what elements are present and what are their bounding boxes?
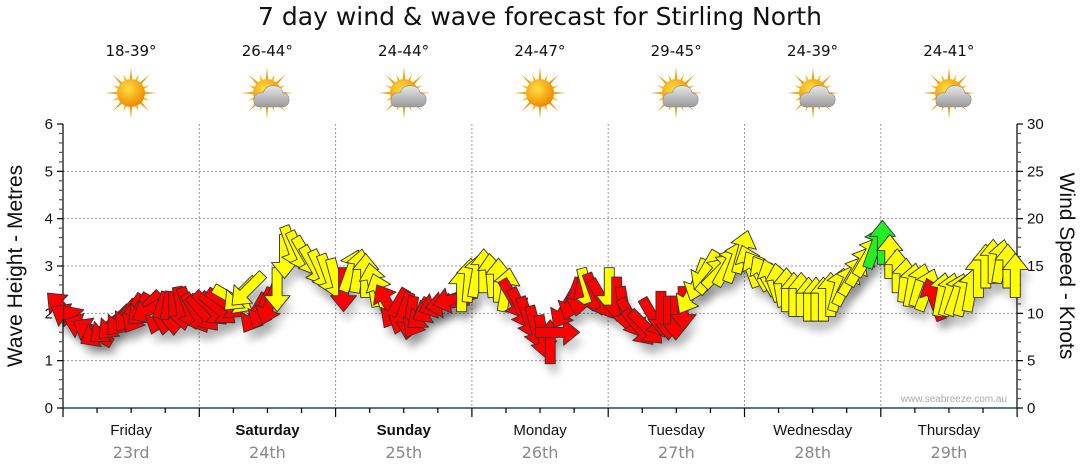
axes: 0 1 2 3 4 5 6 0 5 10 15 20 25 30 — [45, 116, 1044, 417]
watermark: www.seabreeze.com.au — [900, 394, 1007, 405]
y-tick-label-right: 0 — [1027, 400, 1035, 417]
x-label-day: Saturday — [235, 422, 300, 439]
temperature-range: 24-41° — [923, 42, 975, 60]
wind-arrow — [876, 234, 904, 279]
y-axis-title-left: Wave Height - Metres — [4, 165, 27, 367]
day-forecast-tuesday: 29-45° — [608, 42, 744, 120]
day-forecast-friday: 18-39° — [63, 42, 199, 120]
wind-arrow — [1001, 253, 1029, 298]
wind-arrow — [868, 219, 896, 265]
y-axis-title-right: Wind Speed - Knots — [1055, 173, 1078, 360]
y-tick-label-left: 6 — [45, 116, 53, 133]
y-tick-label-left: 2 — [45, 305, 53, 322]
y-tick-label-left: 3 — [45, 258, 53, 275]
day-forecast-wednesday: 24-39° — [745, 42, 881, 120]
y-tick-label-right: 20 — [1027, 211, 1044, 228]
temperature-range: 24-44° — [378, 42, 430, 60]
sun-cloud-icon — [241, 67, 294, 119]
sun-icon — [105, 67, 157, 119]
sun-icon — [513, 67, 566, 119]
sun-cloud-icon — [786, 67, 839, 119]
wind-arrow — [231, 270, 268, 306]
x-label-day: Tuesday — [648, 422, 705, 439]
x-label-day: Monday — [513, 422, 567, 439]
x-label-date: 23rd — [113, 443, 150, 462]
y-tick-label-right: 30 — [1027, 116, 1044, 133]
y-tick-label-right: 15 — [1027, 258, 1044, 275]
y-tick-label-left: 5 — [45, 163, 53, 180]
sun-cloud-icon — [377, 67, 430, 119]
x-label-date: 26th — [522, 443, 559, 462]
x-label-day: Wednesday — [773, 422, 852, 439]
y-tick-label-right: 10 — [1027, 305, 1044, 322]
y-tick-label-left: 1 — [45, 353, 53, 370]
temperature-range: 24-47° — [514, 42, 566, 60]
temperature-range: 24-39° — [786, 42, 839, 60]
x-label-date: 24th — [249, 443, 286, 462]
sun-cloud-icon — [650, 67, 703, 119]
wind-arrows — [46, 219, 1029, 365]
day-forecast-sunday: 24-44° — [336, 42, 472, 120]
y-tick-label-right: 25 — [1027, 163, 1044, 180]
day-forecast-monday: 24-47° — [472, 42, 608, 120]
chart-title: 7 day wind & wave forecast for Stirling … — [258, 2, 822, 31]
x-label-day: Thursday — [918, 422, 981, 439]
temperature-range: 18-39° — [105, 42, 157, 60]
y-tick-label-left: 4 — [45, 211, 53, 228]
x-label-day: Sunday — [377, 422, 432, 439]
x-label-date: 29th — [931, 443, 968, 462]
sun-cloud-icon — [922, 67, 975, 119]
x-label-date: 25th — [385, 443, 422, 462]
x-label-date: 27th — [658, 443, 695, 462]
temperature-range: 26-44° — [241, 42, 293, 60]
x-label-date: 28th — [794, 443, 831, 462]
y-tick-label-left: 0 — [45, 400, 53, 417]
day-forecast-saturday: 26-44° — [199, 42, 335, 120]
temperature-range: 29-45° — [650, 42, 702, 60]
day-forecast-thursday: 24-41° — [881, 42, 1017, 120]
x-axis-labels: Friday 23rd Saturday 24th Sunday 25th Monday 26… — [110, 422, 980, 462]
y-tick-label-right: 5 — [1027, 353, 1035, 370]
x-label-day: Friday — [110, 422, 152, 439]
